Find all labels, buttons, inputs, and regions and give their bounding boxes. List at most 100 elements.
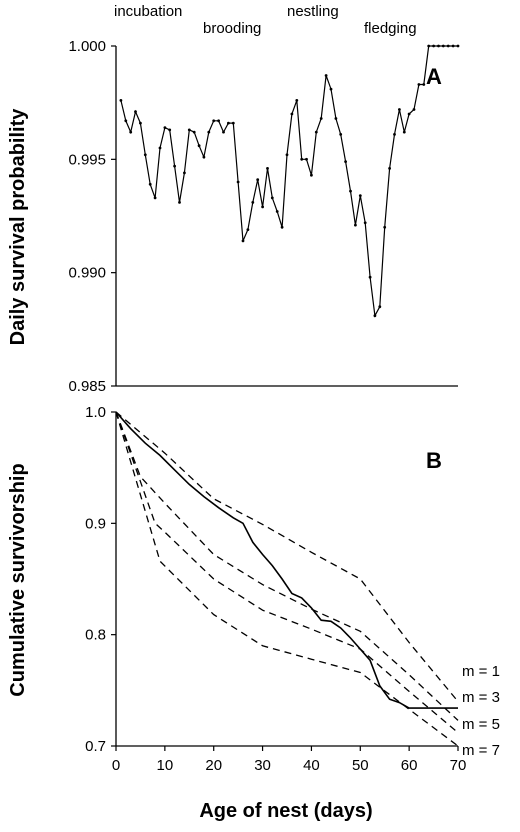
panel-a-data-point bbox=[139, 121, 142, 125]
panel-a-data-point bbox=[412, 108, 416, 111]
panel-a-data-point bbox=[251, 201, 255, 204]
panel-b-y-tick-label: 0.8 bbox=[85, 627, 106, 644]
panel-a-y-axis-title: Daily survival probability bbox=[7, 108, 29, 346]
panel-a-data-point bbox=[280, 225, 284, 229]
panel-a-data-point bbox=[368, 275, 372, 279]
panel-a-data-point bbox=[197, 144, 201, 148]
panel-a-data-point bbox=[290, 112, 294, 116]
panel-b-x-tick-label: 50 bbox=[352, 757, 369, 774]
panel-a-data-point bbox=[222, 130, 225, 134]
panel-a-data-point bbox=[227, 121, 230, 125]
panel-a-data-point bbox=[212, 119, 216, 123]
panel-a-data-point bbox=[324, 74, 328, 77]
panel-b-x-tick-label: 40 bbox=[303, 757, 320, 774]
phase-label-nestling: nestling bbox=[287, 3, 339, 20]
panel-b-y-tick-label: 1.0 bbox=[85, 404, 106, 421]
panel-a-data-point bbox=[266, 167, 269, 170]
panel-a-data-point bbox=[202, 155, 206, 159]
panel-a-data-point bbox=[124, 119, 128, 123]
panel-a-y-tick-label: 0.995 bbox=[68, 151, 106, 168]
panel-a-data-point bbox=[319, 117, 323, 120]
panel-a-data-point bbox=[388, 167, 391, 170]
panel-a-series bbox=[119, 44, 460, 318]
panel-a-data-point bbox=[134, 110, 137, 114]
panel-a-letter: A bbox=[426, 64, 442, 89]
panel-a-data-point bbox=[275, 210, 279, 213]
panel-a-data-point bbox=[236, 180, 240, 184]
panel-b-x-tick-label: 0 bbox=[112, 757, 120, 774]
panel-b-x-tick-label: 10 bbox=[157, 757, 174, 774]
panel-b-y-axis-title: Cumulative survivorship bbox=[7, 463, 29, 696]
panel-b-x-tick-label: 30 bbox=[254, 757, 271, 774]
panel-a-data-point bbox=[168, 128, 172, 132]
panel-a-data-point bbox=[143, 153, 147, 157]
panel-b-y-ticks: 1.0 0.9 0.8 0.7 bbox=[85, 404, 116, 755]
panel-a-data-point bbox=[393, 133, 396, 136]
panel-a-data-point bbox=[373, 314, 377, 318]
panel-a-data-point bbox=[256, 178, 260, 182]
panel-a-data-point bbox=[358, 194, 362, 198]
panel-b-x-ticks: 0 10 20 30 40 50 60 70 bbox=[112, 746, 467, 774]
panel-a-data-point bbox=[446, 44, 450, 48]
panel-b-cumulative-survivorship: 1.0 0.9 0.8 0.7 0 10 20 30 40 50 60 70 B Cumulativ… bbox=[7, 404, 500, 774]
phase-label-incubation: incubation bbox=[114, 3, 182, 20]
x-axis-title: Age of nest (days) bbox=[199, 800, 372, 822]
panel-a-data-point bbox=[339, 133, 343, 136]
panel-a-data-point bbox=[363, 221, 367, 225]
panel-a-data-point bbox=[417, 83, 421, 86]
panel-b-x-tick-label: 70 bbox=[450, 757, 467, 774]
panel-a-data-point bbox=[334, 117, 338, 120]
panel-a-data-point bbox=[383, 225, 387, 229]
panel-b-x-tick-label: 60 bbox=[401, 757, 418, 774]
panel-a-data-point bbox=[432, 44, 435, 48]
panel-a-data-point bbox=[163, 126, 167, 129]
panel-a-data-point bbox=[192, 130, 196, 134]
panel-b-letter: B bbox=[426, 448, 442, 473]
panel-a-data-point bbox=[402, 130, 406, 134]
panel-b-y-tick-label: 0.9 bbox=[85, 515, 106, 532]
panel-a-data-point bbox=[231, 121, 235, 125]
panel-a-data-point bbox=[187, 128, 191, 132]
panel-b-model-line-m7 bbox=[115, 411, 459, 747]
panel-a-data-point bbox=[183, 171, 186, 175]
panel-a-series-line bbox=[120, 45, 458, 318]
panel-a-data-point bbox=[422, 83, 426, 86]
panel-b-model-line-m3 bbox=[115, 411, 459, 721]
panel-a-data-point bbox=[354, 223, 357, 227]
panel-a-data-point bbox=[437, 44, 440, 48]
phase-label-brooding: brooding bbox=[203, 20, 261, 37]
legend-label-m5: m = 5 bbox=[462, 716, 500, 733]
panel-a-data-point bbox=[129, 130, 133, 134]
panel-a-data-point bbox=[295, 99, 299, 102]
panel-a-data-point bbox=[310, 173, 313, 177]
panel-a-data-point bbox=[305, 157, 308, 161]
panel-a-data-point bbox=[178, 201, 181, 204]
panel-a-data-point bbox=[173, 164, 177, 168]
panel-a-data-point bbox=[270, 196, 274, 200]
panel-a-y-tick-label: 0.990 bbox=[68, 265, 106, 282]
panel-a-data-point bbox=[441, 44, 445, 48]
panel-b-series bbox=[115, 411, 459, 747]
panel-a-data-point bbox=[241, 239, 245, 243]
panel-b-observed-line bbox=[115, 411, 458, 709]
panel-a-data-point bbox=[148, 182, 152, 186]
panel-a-data-point bbox=[285, 153, 289, 157]
panel-a-data-point bbox=[314, 130, 318, 134]
panel-a-data-point bbox=[398, 108, 401, 111]
panel-a-y-ticks: 1.000 0.995 0.990 0.985 bbox=[68, 38, 116, 395]
panel-a-data-point bbox=[300, 157, 304, 161]
panel-a-data-point bbox=[407, 112, 411, 116]
panel-b-model-line-m5 bbox=[115, 411, 459, 734]
panel-a-data-point bbox=[119, 99, 123, 102]
panel-b-y-tick-label: 0.7 bbox=[85, 738, 106, 755]
panel-a-data-point bbox=[344, 160, 347, 164]
panel-a-data-point bbox=[158, 146, 162, 150]
panel-b-model-line-m1 bbox=[115, 411, 459, 702]
legend-label-m7: m = 7 bbox=[462, 742, 500, 759]
panel-a-y-tick-label: 0.985 bbox=[68, 378, 106, 395]
panel-b-x-tick-label: 20 bbox=[205, 757, 222, 774]
panel-a-data-point bbox=[217, 119, 221, 123]
panel-a-data-point bbox=[427, 44, 431, 48]
panel-a-daily-survival: 1.000 0.995 0.990 0.985 A Daily survival pr… bbox=[7, 38, 460, 395]
